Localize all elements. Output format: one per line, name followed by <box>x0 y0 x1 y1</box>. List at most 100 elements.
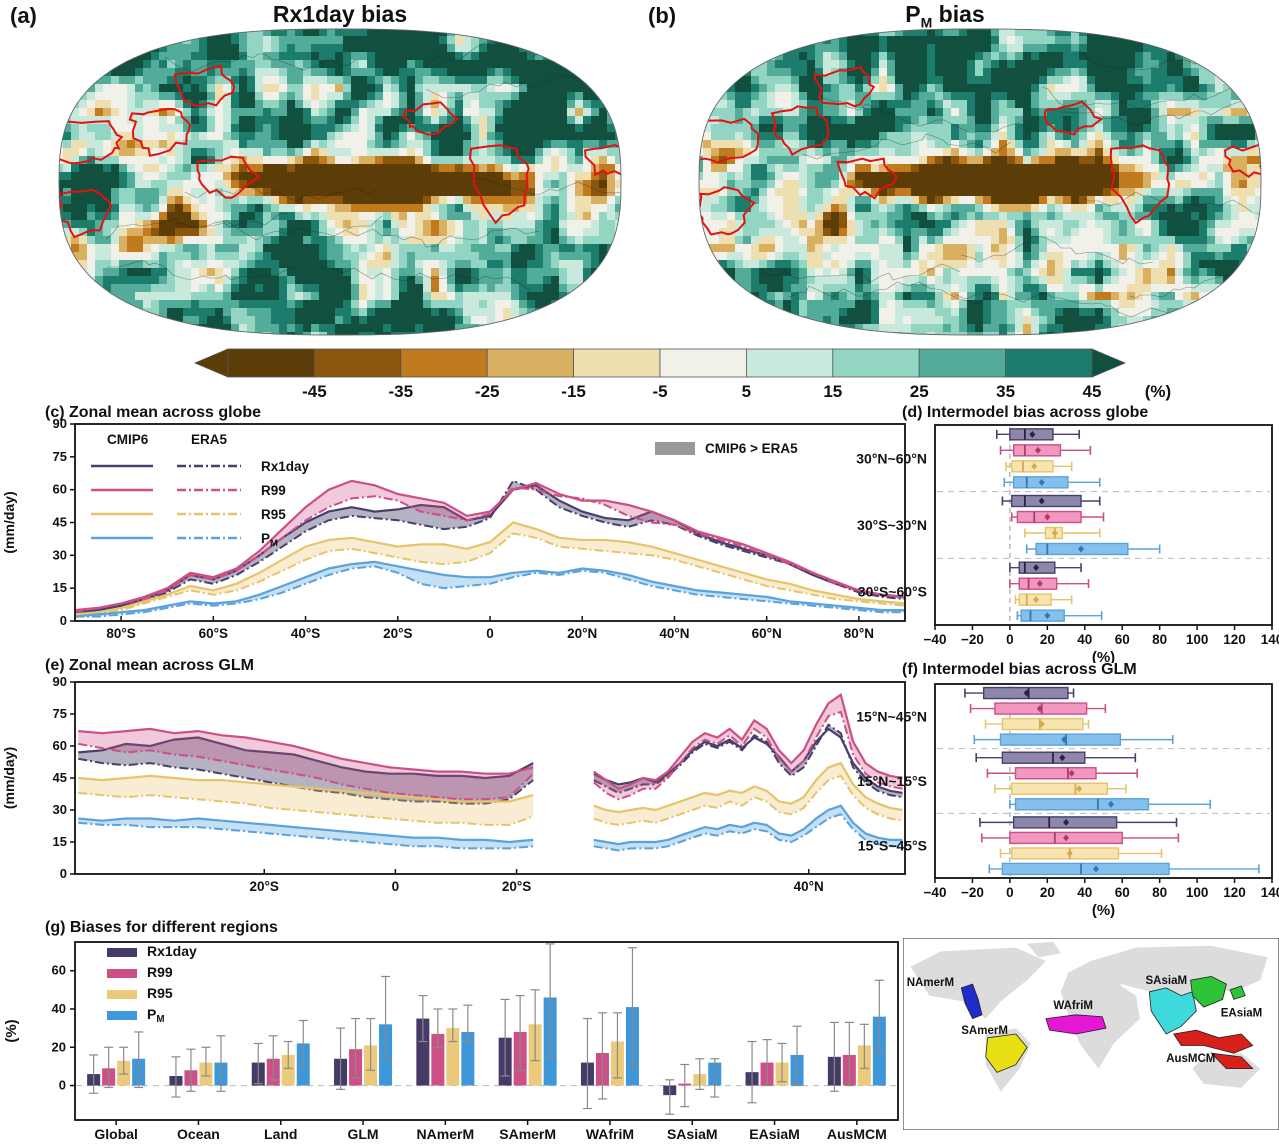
monsoon-region-outline <box>1043 100 1104 136</box>
region-label-NAmerM: NAmerM <box>907 977 954 989</box>
region-label-SAsiaM: SAsiaM <box>1146 975 1188 987</box>
box-PM <box>1025 542 1161 556</box>
map-a-canvas <box>59 29 621 335</box>
box-R99 <box>969 702 1107 715</box>
region-EAsiaM <box>1190 975 1227 1008</box>
mean-diamond <box>1023 689 1030 697</box>
region-label-WAfriM: WAfriM <box>1053 1000 1093 1012</box>
box-R95 <box>1024 526 1101 540</box>
monsoon-region-outline <box>770 105 830 157</box>
box-R95 <box>1014 593 1073 606</box>
region-label-EAsiaM: EAsiaM <box>1221 1008 1263 1020</box>
series-R99 <box>74 479 906 614</box>
colorbar: -45 -35 -25 -15 -5 5 15 25 35 45 (%) <box>193 348 1171 401</box>
bar-R95-Land <box>281 1054 295 1086</box>
legend-swatch-R99 <box>107 969 137 978</box>
monsoon-region-outline <box>173 64 236 108</box>
box-Rx1day <box>964 686 1075 700</box>
box-Rx1day <box>1001 494 1101 508</box>
mean-diamond <box>1076 785 1083 793</box>
bias-map-pm <box>698 28 1262 336</box>
region-AusMCM <box>1210 1052 1254 1070</box>
mean-diamond <box>1033 564 1040 572</box>
box-PM <box>973 733 1174 746</box>
monsoon-region-outline <box>468 144 530 225</box>
mean-diamond <box>1031 462 1038 470</box>
box-R99 <box>999 444 1092 457</box>
mean-diamond <box>1038 497 1045 505</box>
mean-diamond <box>1033 596 1040 604</box>
box-PM <box>1016 609 1103 622</box>
colorbar-segment <box>918 348 1007 378</box>
panel-a-label: (a) <box>10 3 37 28</box>
series-R99 <box>78 693 903 801</box>
monsoon-region-outline <box>699 117 760 164</box>
mean-diamond <box>1063 818 1070 826</box>
series-R95 <box>74 521 906 616</box>
box-Rx1day <box>1009 561 1082 574</box>
region-AusMCM <box>1173 1029 1254 1054</box>
mean-diamond <box>1059 754 1066 762</box>
bar-PM-NAmerM <box>461 1031 475 1086</box>
colorbar-segment <box>573 348 661 378</box>
region-SAsiaM <box>1148 987 1197 1035</box>
box-R99 <box>1009 577 1090 590</box>
map-b-canvas <box>699 29 1261 335</box>
mean-diamond <box>1044 513 1051 521</box>
colorbar-segment <box>1005 348 1093 378</box>
panel-e-zonal-mean-glm: (e) Zonal mean across GLM0153045607590(m… <box>1 657 906 894</box>
box-R99 <box>1010 510 1105 524</box>
colorbar-segment <box>832 348 920 378</box>
bar-Rx1day-NAmerM <box>416 1018 430 1086</box>
panel-g-region-biases: (g) Biases for different regions0204060(… <box>3 919 899 1142</box>
box-R95 <box>1005 460 1073 473</box>
legend-swatch-Rx1day <box>107 948 137 957</box>
mean-diamond <box>1107 800 1114 808</box>
region-WAfriM <box>1045 1014 1107 1035</box>
colorbar-segment <box>313 348 402 378</box>
region-NAmerM <box>960 983 983 1020</box>
colorbar-segment <box>746 348 834 378</box>
box-Rx1day <box>979 816 1178 829</box>
mean-diamond <box>1036 580 1043 588</box>
landmass <box>1027 941 1061 958</box>
monsoon-region-outline <box>128 107 191 157</box>
mean-diamond <box>1068 769 1075 777</box>
colorbar-segment <box>486 348 575 378</box>
box-R99 <box>981 831 1180 845</box>
colorbar-segment <box>659 348 747 378</box>
bar-R95-NAmerM <box>446 1028 460 1086</box>
monsoon-region-outline <box>59 120 124 165</box>
monsoon-region-outline <box>402 101 460 136</box>
mean-diamond <box>1051 529 1058 537</box>
mean-diamond <box>1078 545 1085 553</box>
box-PM <box>988 862 1260 876</box>
mean-diamond <box>1038 720 1045 728</box>
cmip6-gt-era5-swatch <box>655 442 695 455</box>
panel-c-zonal-mean-globe: (c) Zonal mean across globe0153045607590… <box>1 404 906 641</box>
mean-diamond <box>1066 849 1073 857</box>
panel-b-label: (b) <box>648 3 677 28</box>
series-PM <box>78 804 903 852</box>
monsoon-region-outline <box>836 157 898 200</box>
mean-diamond <box>1061 736 1068 744</box>
mean-diamond <box>1038 478 1045 486</box>
mean-diamond <box>1036 705 1043 713</box>
monsoon-region-outline <box>1224 142 1261 178</box>
box-Rx1day <box>995 428 1080 441</box>
colorbar-segment <box>400 348 488 378</box>
mean-diamond <box>1029 430 1036 438</box>
panel-f-intermodel-bias-glm: (f) Intermodel bias across GLM15°N~45°N1… <box>856 661 1279 919</box>
mean-diamond <box>1093 865 1100 873</box>
monsoon-region-outline <box>584 144 621 178</box>
panel-b-title: PM bias <box>905 1 985 31</box>
box-R95 <box>999 847 1163 860</box>
colorbar-segment <box>227 348 315 378</box>
landmass <box>910 947 1046 1019</box>
region-label-SAmerM: SAmerM <box>961 1025 1008 1037</box>
colorbar-left-arrow <box>193 348 229 378</box>
mean-diamond <box>1044 612 1051 620</box>
landmass <box>1060 961 1140 1069</box>
box-PM <box>1009 798 1212 811</box>
